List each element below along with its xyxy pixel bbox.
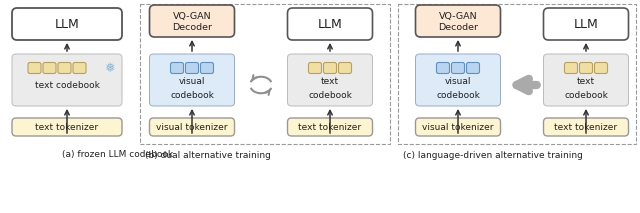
FancyBboxPatch shape bbox=[415, 5, 500, 37]
Bar bbox=[140, 4, 390, 144]
Text: codebook: codebook bbox=[170, 91, 214, 99]
Text: (b) dual alternative training: (b) dual alternative training bbox=[145, 151, 271, 160]
FancyBboxPatch shape bbox=[543, 54, 628, 106]
Text: (c) language-driven alternative training: (c) language-driven alternative training bbox=[403, 151, 583, 160]
Bar bbox=[398, 4, 636, 144]
FancyBboxPatch shape bbox=[287, 8, 372, 40]
FancyBboxPatch shape bbox=[150, 54, 234, 106]
Text: Decoder: Decoder bbox=[172, 23, 212, 32]
FancyBboxPatch shape bbox=[543, 118, 628, 136]
FancyBboxPatch shape bbox=[150, 118, 234, 136]
FancyBboxPatch shape bbox=[43, 62, 56, 73]
FancyBboxPatch shape bbox=[564, 62, 577, 73]
FancyBboxPatch shape bbox=[58, 62, 71, 73]
Text: ❅: ❅ bbox=[104, 62, 115, 75]
Text: text tokenizer: text tokenizer bbox=[298, 122, 362, 131]
FancyBboxPatch shape bbox=[467, 62, 479, 73]
Text: text: text bbox=[577, 78, 595, 86]
FancyBboxPatch shape bbox=[436, 62, 449, 73]
Text: LLM: LLM bbox=[573, 17, 598, 30]
FancyBboxPatch shape bbox=[287, 118, 372, 136]
FancyBboxPatch shape bbox=[415, 54, 500, 106]
Text: codebook: codebook bbox=[436, 91, 480, 99]
FancyBboxPatch shape bbox=[73, 62, 86, 73]
FancyBboxPatch shape bbox=[186, 62, 198, 73]
FancyBboxPatch shape bbox=[12, 8, 122, 40]
Text: visual: visual bbox=[179, 78, 205, 86]
FancyBboxPatch shape bbox=[451, 62, 465, 73]
Text: LLM: LLM bbox=[317, 17, 342, 30]
FancyBboxPatch shape bbox=[579, 62, 593, 73]
Text: text tokenizer: text tokenizer bbox=[35, 122, 99, 131]
Text: LLM: LLM bbox=[54, 17, 79, 30]
Text: visual tokenizer: visual tokenizer bbox=[422, 122, 493, 131]
FancyBboxPatch shape bbox=[543, 8, 628, 40]
FancyBboxPatch shape bbox=[150, 5, 234, 37]
FancyBboxPatch shape bbox=[339, 62, 351, 73]
FancyBboxPatch shape bbox=[12, 54, 122, 106]
Text: visual: visual bbox=[445, 78, 471, 86]
FancyBboxPatch shape bbox=[323, 62, 337, 73]
Text: VQ-GAN: VQ-GAN bbox=[438, 13, 477, 22]
FancyBboxPatch shape bbox=[287, 54, 372, 106]
Text: visual tokenizer: visual tokenizer bbox=[156, 122, 228, 131]
Text: text tokenizer: text tokenizer bbox=[554, 122, 618, 131]
Text: text codebook: text codebook bbox=[35, 82, 99, 91]
FancyBboxPatch shape bbox=[12, 118, 122, 136]
FancyBboxPatch shape bbox=[28, 62, 41, 73]
FancyBboxPatch shape bbox=[308, 62, 321, 73]
FancyBboxPatch shape bbox=[595, 62, 607, 73]
Text: (a) frozen LLM codebook: (a) frozen LLM codebook bbox=[62, 151, 173, 160]
FancyBboxPatch shape bbox=[415, 118, 500, 136]
Text: VQ-GAN: VQ-GAN bbox=[173, 13, 211, 22]
Text: codebook: codebook bbox=[564, 91, 608, 99]
Text: Decoder: Decoder bbox=[438, 23, 478, 32]
Text: codebook: codebook bbox=[308, 91, 352, 99]
FancyBboxPatch shape bbox=[200, 62, 214, 73]
Text: text: text bbox=[321, 78, 339, 86]
FancyBboxPatch shape bbox=[170, 62, 184, 73]
